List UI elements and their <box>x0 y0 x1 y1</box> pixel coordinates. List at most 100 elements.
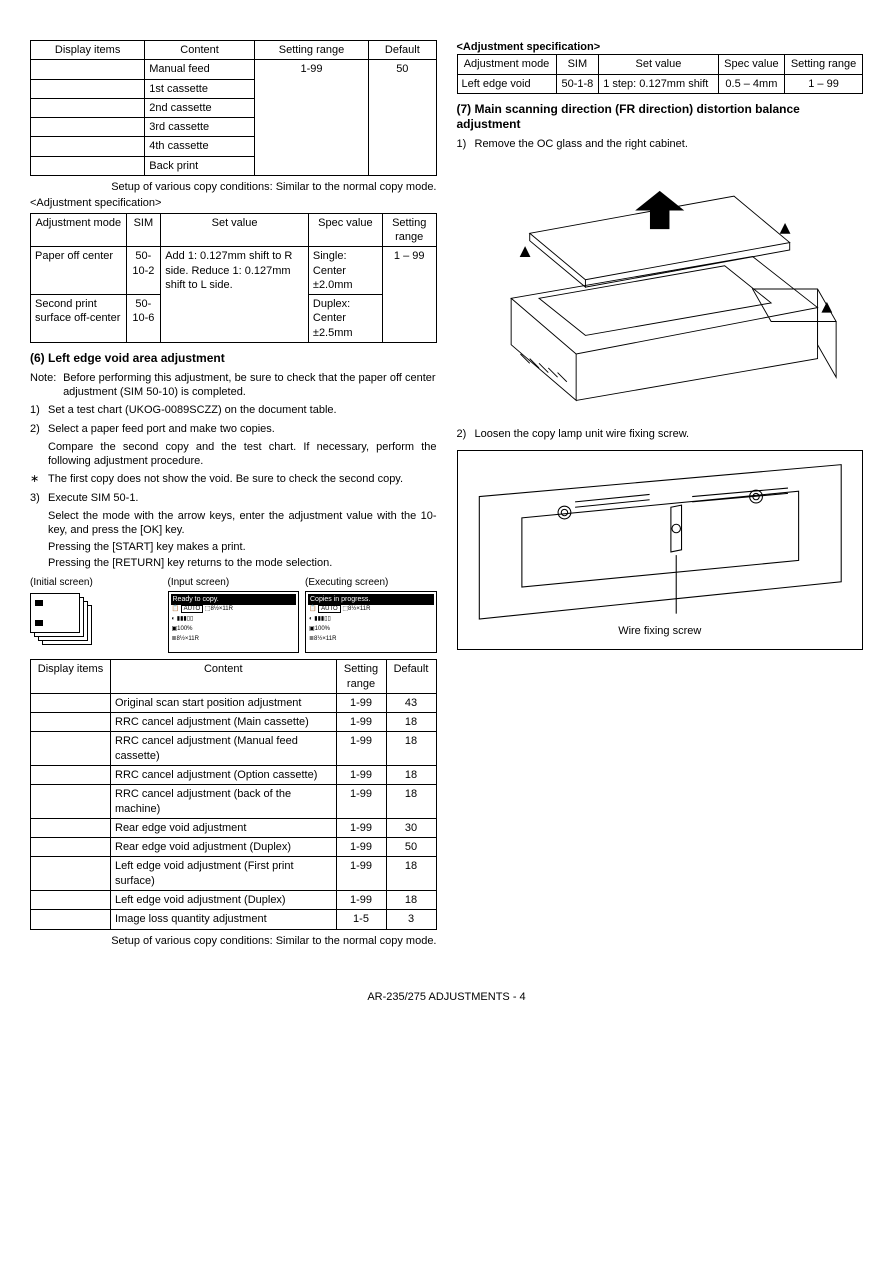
asterisk: ∗ <box>30 472 48 486</box>
td: 18 <box>386 713 436 732</box>
wire-screw-svg <box>458 454 863 646</box>
td <box>31 857 111 891</box>
table-adj-spec-1: Adjustment mode SIM Set value Spec value… <box>30 213 437 343</box>
td: 1-99 <box>336 838 386 857</box>
th: Spec value <box>718 55 784 74</box>
screen-label: (Input screen) <box>168 576 300 589</box>
note-body: Before performing this adjustment, be su… <box>63 371 436 400</box>
td: Original scan start position adjustment <box>111 693 337 712</box>
td: Rear edge void adjustment (Duplex) <box>111 838 337 857</box>
td <box>31 891 111 910</box>
td: 1-99 <box>336 818 386 837</box>
screen-label: (Executing screen) <box>305 576 437 589</box>
lcd-auto: AUTO <box>318 605 341 613</box>
td: 43 <box>386 693 436 712</box>
adj-spec-label: <Adjustment specification> <box>30 196 437 210</box>
td: RRC cancel adjustment (Main cassette) <box>111 713 337 732</box>
td: 50-10-6 <box>126 295 161 343</box>
td <box>31 693 111 712</box>
step-body: Set a test chart (UKOG-0089SCZZ) on the … <box>48 403 435 417</box>
th: Setting range <box>254 41 368 60</box>
screen-label: (Initial screen) <box>30 576 162 589</box>
th: Default <box>369 41 436 60</box>
td: Manual feed <box>145 60 255 79</box>
td: 2nd cassette <box>145 98 255 117</box>
td: 1-99 <box>336 891 386 910</box>
diagram-wire-screw: Wire fixing screw <box>457 450 864 650</box>
table-display-items-2: Display items Content Setting range Defa… <box>30 659 437 929</box>
lcd-header: Copies in progress. <box>308 594 434 605</box>
diagram-oc-glass <box>457 159 864 419</box>
td: Left edge void adjustment (First print s… <box>111 857 337 891</box>
executing-screen-lcd: Copies in progress. 📋 AUTO ⬚8½×11R ◐ ▮▮▮… <box>305 591 437 653</box>
lcd-auto: AUTO <box>181 605 204 613</box>
oc-glass-svg <box>474 159 845 419</box>
lcd-paper: 8½×11R <box>348 606 370 612</box>
td: 18 <box>386 732 436 766</box>
step-num: 3) <box>30 491 48 505</box>
td: RRC cancel adjustment (Manual feed casse… <box>111 732 337 766</box>
step-substep: Compare the second copy and the test cha… <box>48 440 437 469</box>
section-7-title: (7) Main scanning direction (FR directio… <box>457 102 864 133</box>
td: 18 <box>386 857 436 891</box>
th: Setting range <box>785 55 863 74</box>
td <box>31 98 145 117</box>
td: Duplex: Center ±2.5mm <box>308 295 382 343</box>
step-body: Remove the OC glass and the right cabine… <box>475 137 862 151</box>
lcd-zoom: 100% <box>315 626 330 632</box>
td: Single: Center ±2.0mm <box>308 247 382 295</box>
td: 1-5 <box>336 910 386 929</box>
td: 1-99 <box>336 857 386 891</box>
th: Adjustment mode <box>457 55 556 74</box>
th: SIM <box>556 55 599 74</box>
step-body: Loosen the copy lamp unit wire fixing sc… <box>475 427 862 441</box>
td <box>31 910 111 929</box>
th: Default <box>386 660 436 694</box>
lcd-paper: 8½×11R <box>177 636 199 642</box>
td <box>31 156 145 175</box>
th: Setting range <box>336 660 386 694</box>
td: Image loss quantity adjustment <box>111 910 337 929</box>
td: Rear edge void adjustment <box>111 818 337 837</box>
th: Setting range <box>382 213 436 247</box>
lcd-header: Ready to copy. <box>171 594 297 605</box>
td <box>31 732 111 766</box>
th: Adjustment mode <box>31 213 127 247</box>
step-num: 1) <box>457 137 475 151</box>
td: RRC cancel adjustment (Option cassette) <box>111 765 337 784</box>
td: 1 step: 0.127mm shift <box>599 74 718 93</box>
step-num: 1) <box>30 403 48 417</box>
td: 1-99 <box>336 785 386 819</box>
td: 30 <box>386 818 436 837</box>
td: 50 <box>369 60 436 176</box>
lcd-paper: 8½×11R <box>314 636 336 642</box>
table-display-items-1: Display items Content Setting range Defa… <box>30 40 437 176</box>
td: 3rd cassette <box>145 118 255 137</box>
td: 1-99 <box>336 693 386 712</box>
td <box>31 785 111 819</box>
step-num: 2) <box>30 422 48 436</box>
th: Content <box>111 660 337 694</box>
initial-screen-diagram <box>30 593 100 649</box>
td: 1 – 99 <box>785 74 863 93</box>
step-substep: Pressing the [RETURN] key returns to the… <box>48 556 437 570</box>
th: Set value <box>161 213 309 247</box>
td: 1-99 <box>336 732 386 766</box>
td: Paper off center <box>31 247 127 295</box>
td: 18 <box>386 891 436 910</box>
th: SIM <box>126 213 161 247</box>
td <box>31 118 145 137</box>
td: 4th cassette <box>145 137 255 156</box>
td: Left edge void adjustment (Duplex) <box>111 891 337 910</box>
th: Set value <box>599 55 718 74</box>
td <box>31 838 111 857</box>
td <box>31 713 111 732</box>
step-body: The first copy does not show the void. B… <box>48 472 435 486</box>
td: 18 <box>386 765 436 784</box>
td <box>31 79 145 98</box>
td <box>31 818 111 837</box>
td: 0.5 – 4mm <box>718 74 784 93</box>
td: 18 <box>386 785 436 819</box>
diagram-label: Wire fixing screw <box>618 624 701 638</box>
td: 1-99 <box>336 713 386 732</box>
